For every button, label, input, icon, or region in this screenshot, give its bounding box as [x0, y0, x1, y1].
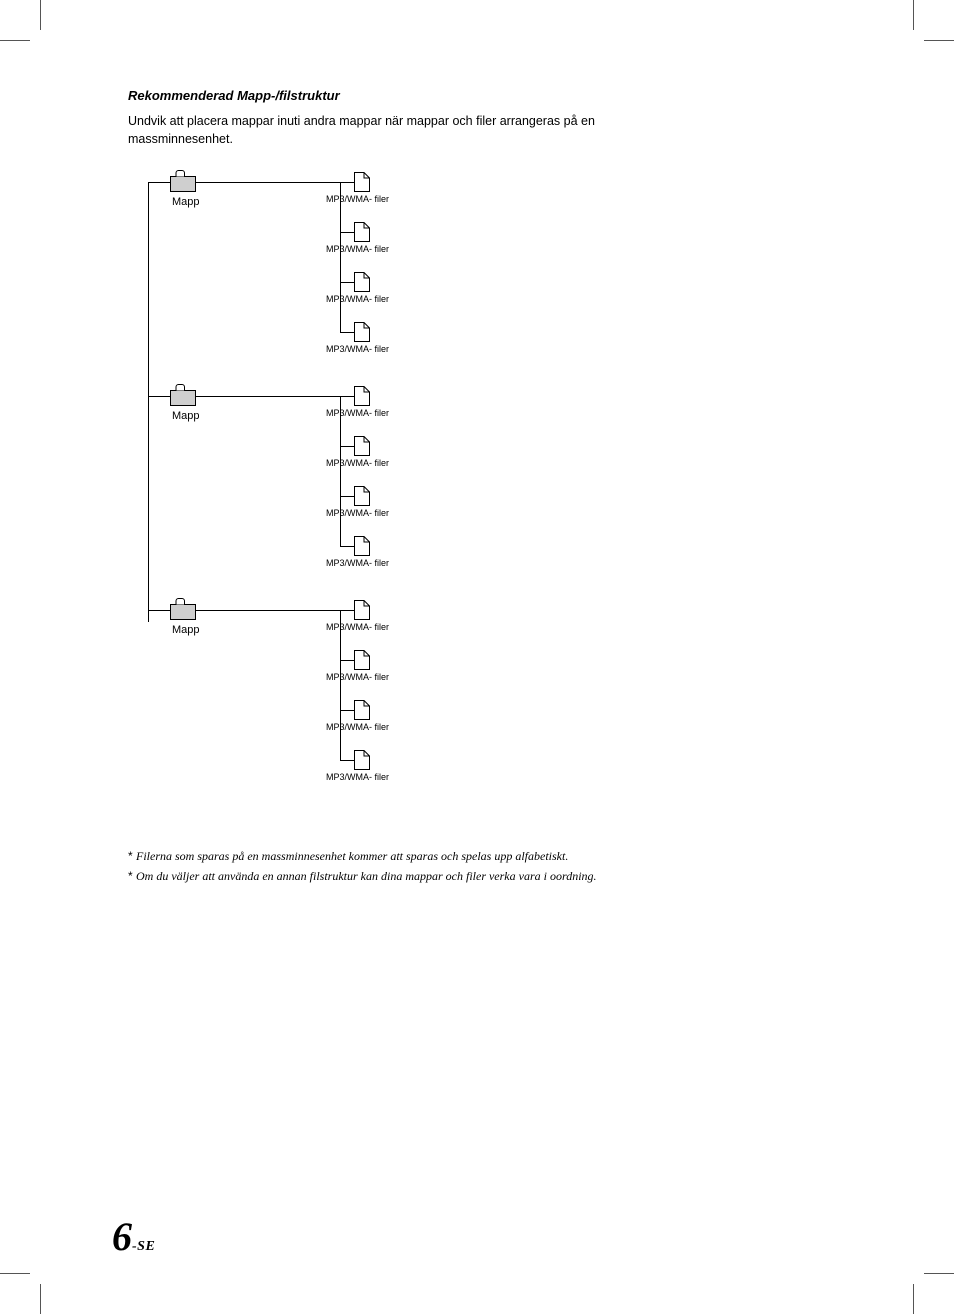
- tree-connector: [340, 446, 354, 447]
- file-icon: [354, 650, 370, 670]
- file-label: MP3/WMA- filer: [326, 672, 389, 682]
- file-icon: [354, 750, 370, 770]
- footnote: * Filerna som sparas på en massminnesenh…: [128, 848, 648, 864]
- file-icon: [354, 700, 370, 720]
- file-icon: [354, 386, 370, 406]
- tree-connector: [340, 396, 354, 397]
- tree-connector: [340, 546, 354, 547]
- tree-connector: [340, 710, 354, 711]
- page-number-digit: 6: [112, 1214, 132, 1259]
- file-icon: [354, 600, 370, 620]
- tree-connector: [340, 760, 354, 761]
- folder-tree-diagram: Mapp MP3/WMA- filer MP3/WMA- filer MP3/W…: [128, 170, 458, 830]
- file-icon: [354, 322, 370, 342]
- tree-connector: [148, 396, 170, 397]
- section-heading: Rekommenderad Mapp-/filstruktur: [128, 88, 648, 103]
- folder-label: Mapp: [172, 196, 200, 208]
- file-label: MP3/WMA- filer: [326, 722, 389, 732]
- tree-connector: [340, 610, 341, 760]
- tree-connector: [196, 610, 340, 611]
- file-label: MP3/WMA- filer: [326, 344, 389, 354]
- file-label: MP3/WMA- filer: [326, 408, 389, 418]
- file-icon: [354, 486, 370, 506]
- tree-connector: [340, 282, 354, 283]
- file-icon: [354, 172, 370, 192]
- tree-connector: [340, 496, 354, 497]
- file-label: MP3/WMA- filer: [326, 294, 389, 304]
- footnote: * Om du väljer att använda en annan fils…: [128, 868, 648, 884]
- intro-text: Undvik att placera mappar inuti andra ma…: [128, 113, 648, 148]
- tree-connector: [196, 182, 340, 183]
- file-label: MP3/WMA- filer: [326, 558, 389, 568]
- page-number-suffix: -SE: [132, 1239, 155, 1254]
- tree-connector: [340, 182, 341, 332]
- file-label: MP3/WMA- filer: [326, 458, 389, 468]
- tree-connector: [148, 182, 170, 183]
- folder-label: Mapp: [172, 624, 200, 636]
- file-icon: [354, 222, 370, 242]
- file-label: MP3/WMA- filer: [326, 508, 389, 518]
- file-label: MP3/WMA- filer: [326, 194, 389, 204]
- tree-connector: [340, 610, 354, 611]
- file-icon: [354, 272, 370, 292]
- footnotes: * Filerna som sparas på en massminnesenh…: [128, 848, 648, 884]
- file-label: MP3/WMA- filer: [326, 622, 389, 632]
- file-label: MP3/WMA- filer: [326, 244, 389, 254]
- tree-connector: [340, 396, 341, 546]
- tree-connector: [340, 332, 354, 333]
- file-icon: [354, 536, 370, 556]
- folder-icon: [170, 384, 196, 406]
- file-icon: [354, 436, 370, 456]
- tree-connector: [340, 232, 354, 233]
- file-label: MP3/WMA- filer: [326, 772, 389, 782]
- tree-trunk-line: [148, 182, 149, 622]
- tree-connector: [340, 660, 354, 661]
- tree-connector: [148, 610, 170, 611]
- folder-label: Mapp: [172, 410, 200, 422]
- page-number: 6-SE: [112, 1213, 155, 1260]
- tree-connector: [196, 396, 340, 397]
- folder-icon: [170, 170, 196, 192]
- tree-connector: [340, 182, 354, 183]
- folder-icon: [170, 598, 196, 620]
